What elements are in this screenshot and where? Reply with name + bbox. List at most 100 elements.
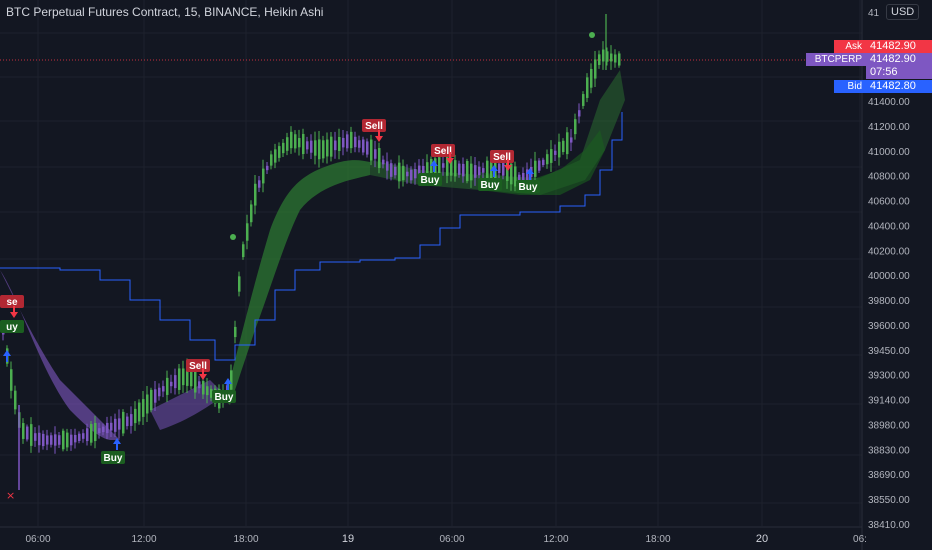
sell-signal-partial: se [0, 295, 24, 308]
bid-label: Bid [834, 80, 866, 93]
candle-body [326, 139, 329, 157]
candle-body [438, 157, 441, 175]
sell-signal-text: Sell [365, 121, 383, 132]
candle-body [130, 414, 133, 426]
candle-body [262, 168, 265, 184]
price-axis-label: 40800.00 [868, 172, 910, 183]
candle-body [54, 434, 57, 446]
candle-body [434, 158, 437, 176]
buy-signal: Buy [478, 178, 502, 191]
time-axis-label: 18:00 [233, 534, 258, 545]
countdown-tag: 07:56 [866, 66, 932, 79]
candle-body [82, 433, 85, 439]
last-price-tag: 41482.90 [866, 53, 932, 66]
buy-signal-partial-text: uy [6, 322, 18, 333]
time-axis-label: 12:00 [543, 534, 568, 545]
candle-body [302, 133, 305, 155]
vwap-path [0, 112, 623, 361]
candle-body [518, 174, 521, 183]
candle-body [430, 158, 433, 178]
candle-body [154, 389, 157, 403]
candle-body [50, 435, 53, 445]
buy-signal-text: Buy [519, 182, 538, 193]
vwap-line [0, 112, 623, 361]
grid [0, 0, 862, 526]
sell-signal-partial-text: se [6, 297, 18, 308]
candle-body [506, 162, 509, 181]
time-axis-label: 06: [853, 534, 867, 545]
candle-body [582, 94, 585, 106]
candle-body [42, 433, 45, 447]
candle-body [122, 411, 125, 434]
time-axis-label: 18:00 [645, 534, 670, 545]
candle-body [158, 387, 161, 397]
price-axis-label: 41000.00 [868, 147, 910, 158]
candle-body [242, 244, 245, 258]
ma-ribbons [0, 70, 625, 440]
buy-signal-box [478, 178, 502, 191]
candle-body [278, 146, 281, 158]
sell-signal-box [362, 119, 386, 132]
sell-signal: Sell [490, 150, 514, 163]
arrow-up-icon [3, 350, 11, 362]
candle-body [70, 434, 73, 446]
candle-body [370, 139, 373, 161]
candle-body [554, 150, 557, 155]
sell-signal: Sell [431, 144, 455, 157]
candle-body [106, 422, 109, 434]
price-axis: 41400.00 41200.00 41000.00 40800.00 40600.00… [861, 0, 910, 550]
candle-body [14, 390, 17, 410]
candle-body [334, 140, 337, 151]
candle-body [330, 136, 333, 157]
candle-body [426, 162, 429, 178]
candle-body [310, 140, 313, 153]
price-axis-label: 38980.00 [868, 420, 910, 431]
candle-body [342, 137, 345, 148]
candle-body [454, 160, 457, 177]
candle-body [482, 168, 485, 173]
candle-body [538, 160, 541, 171]
arrow-down-icon [375, 130, 383, 142]
candle-body [374, 149, 377, 159]
buy-signal: Buy [212, 390, 236, 403]
candle-body [526, 169, 529, 181]
price-axis-label: 41200.00 [868, 122, 910, 133]
candle-body [58, 435, 61, 445]
candle-body [546, 154, 549, 165]
candle-body [566, 132, 569, 155]
price-axis-label: 39450.00 [868, 346, 910, 357]
sell-signal-partial-box [0, 295, 24, 308]
candle-body [114, 418, 117, 432]
buy-signal-box [418, 173, 442, 186]
sell-signal: Sell [186, 359, 210, 372]
candle-body [286, 137, 289, 151]
candle-body [614, 54, 617, 63]
price-axis-label: 38410.00 [868, 520, 910, 531]
candle-body [318, 139, 321, 160]
candle-body [246, 223, 249, 241]
candle-body [150, 389, 153, 411]
arrow-down-icon [199, 368, 207, 380]
candle-body [22, 423, 25, 439]
candle-body [258, 180, 261, 188]
candle-body [282, 142, 285, 154]
candle-body [610, 53, 613, 62]
candle-body [422, 165, 425, 177]
price-axis-label: 40200.00 [868, 246, 910, 257]
candles [2, 14, 621, 490]
candle-body [10, 369, 13, 391]
candle-body [498, 163, 501, 173]
candle-body [446, 156, 449, 176]
price-axis-label: 38550.00 [868, 495, 910, 506]
candle-body [558, 141, 561, 158]
candle-body [306, 141, 309, 150]
candle-body [146, 394, 149, 414]
candle-body [602, 49, 605, 62]
currency-button[interactable]: USD [886, 4, 920, 20]
candle-body [386, 161, 389, 171]
candle-body [138, 402, 141, 422]
candle-body [570, 137, 573, 143]
candle-body [182, 368, 185, 386]
